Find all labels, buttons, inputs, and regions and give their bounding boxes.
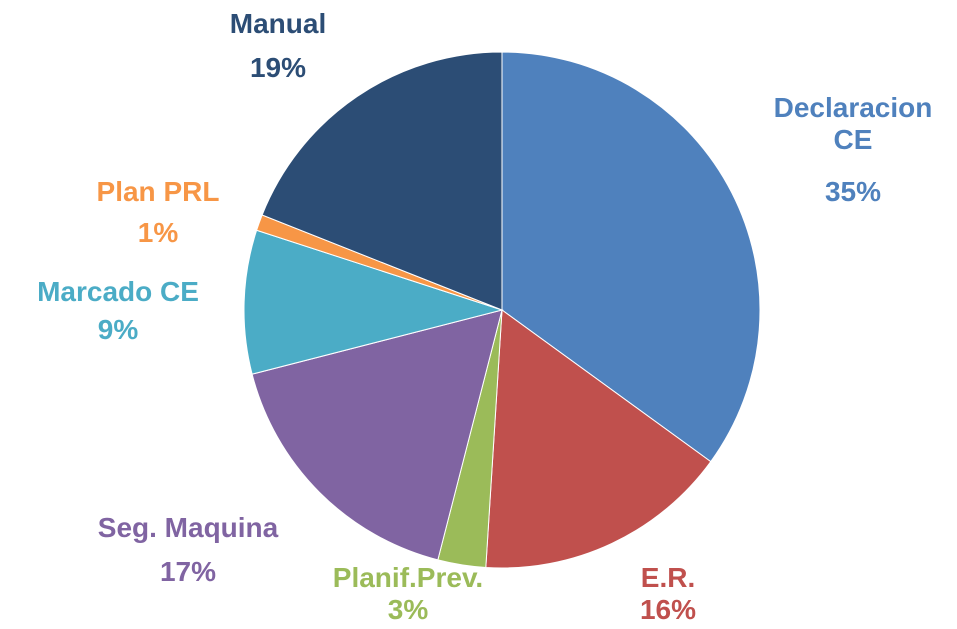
slice-value-label: 35% [824,176,882,207]
pie-slice [261,51,503,311]
slice-value-label: 3% [387,594,429,625]
slice-label: Plan PRL [96,176,220,207]
slice-label: Marcado CE [37,276,199,307]
slice-label: E.R. [640,562,696,593]
slice-label: Planif.Prev. [332,562,484,593]
pie-slice [251,309,503,561]
slice-value-label: 17% [159,556,217,587]
pie-slice [485,309,712,569]
slice-label: Seg. Maquina [97,512,279,543]
slice-value-label: 16% [639,594,697,625]
slice-value-label: 1% [137,217,179,248]
slice-value-label: 19% [249,52,307,83]
slice-label: Declaracion CE [773,92,933,155]
slice-label: Manual [229,8,327,39]
pie-slice [501,51,761,463]
slice-value-label: 9% [97,314,139,345]
pie-slice [243,229,504,375]
